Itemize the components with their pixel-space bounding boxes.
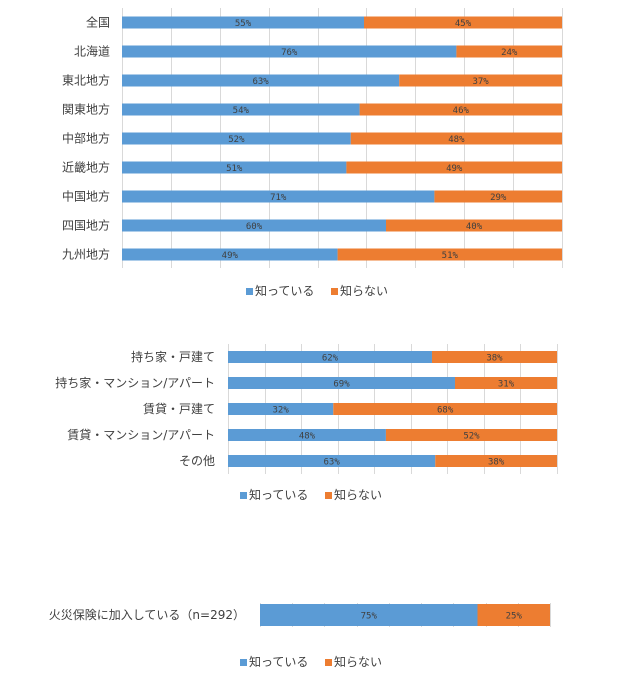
- data-label: 45%: [455, 19, 472, 29]
- data-label: 25%: [506, 612, 523, 622]
- data-label: 51%: [442, 251, 459, 261]
- region-chart: 全国 55% 45% 北海道 76% 24% 東北地方 63% 37% 関東地方 54% 46% 中部地…: [62, 8, 563, 298]
- data-label: 63%: [252, 77, 269, 87]
- category-label: 北海道: [74, 44, 110, 59]
- bar-known: [122, 16, 364, 29]
- category-label: 四国地方: [62, 218, 110, 233]
- data-label: 68%: [437, 406, 454, 416]
- bar-unknown: [346, 161, 562, 174]
- data-label: 51%: [226, 164, 243, 174]
- data-label: 62%: [322, 354, 339, 364]
- bar-unknown: [386, 219, 562, 232]
- category-label: 中部地方: [62, 131, 110, 146]
- bar-unknown: [333, 403, 557, 415]
- category-label: 火災保険に加入している（n=292）: [49, 608, 245, 622]
- data-label: 37%: [472, 77, 489, 87]
- legend-swatch-known: [246, 288, 253, 295]
- bar-unknown: [455, 377, 557, 389]
- category-label: 賃貸・戸建て: [143, 401, 215, 416]
- legend-label: 知っている: [255, 284, 314, 298]
- legend-label: 知らない: [334, 655, 382, 669]
- legend-swatch-unknown: [325, 659, 332, 666]
- legend-swatch-known: [240, 492, 247, 499]
- bar-known: [122, 132, 351, 145]
- data-label: 49%: [446, 164, 463, 174]
- data-label: 60%: [246, 222, 263, 232]
- data-label: 32%: [273, 406, 290, 416]
- data-label: 48%: [299, 432, 316, 442]
- bar-known: [122, 219, 386, 232]
- data-label: 48%: [448, 135, 465, 145]
- data-label: 24%: [501, 48, 518, 58]
- data-label: 29%: [490, 193, 507, 203]
- data-label: 54%: [233, 106, 250, 116]
- bar-known: [228, 377, 456, 389]
- fire-insurance-chart: 火災保険に加入している（n=292） 75% 25% 知っている 知らない: [49, 603, 551, 669]
- bar-unknown: [456, 45, 562, 58]
- data-label: 40%: [466, 222, 483, 232]
- legend-swatch-known: [240, 659, 247, 666]
- bar-known: [122, 161, 347, 174]
- bar-known: [260, 604, 478, 626]
- bar-known: [122, 45, 457, 58]
- category-label: 九州地方: [62, 247, 110, 262]
- bar-known: [122, 74, 400, 87]
- data-label: 38%: [486, 354, 503, 364]
- bar-unknown: [399, 74, 562, 87]
- bar-unknown: [337, 248, 562, 261]
- bar-unknown: [364, 16, 562, 29]
- bar-known: [122, 103, 360, 116]
- bar-unknown: [359, 103, 562, 116]
- bar-known: [228, 403, 334, 415]
- bar-known: [228, 429, 386, 441]
- legend-swatch-unknown: [325, 492, 332, 499]
- housing-chart: 持ち家・戸建て 62% 38% 持ち家・マンション/アパート 69% 31% 賃貸・戸建て 3…: [55, 344, 558, 502]
- data-label: 63%: [324, 458, 341, 468]
- bar-known: [228, 455, 436, 467]
- category-label: 全国: [86, 15, 110, 30]
- category-label: 東北地方: [62, 73, 110, 88]
- data-label: 75%: [361, 612, 378, 622]
- bar-unknown: [350, 132, 562, 145]
- bar-unknown: [385, 429, 557, 441]
- data-label: 49%: [222, 251, 239, 261]
- legend-label: 知らない: [334, 488, 382, 502]
- category-label: 中国地方: [62, 189, 110, 204]
- data-label: 46%: [453, 106, 470, 116]
- bar-unknown: [477, 604, 550, 626]
- category-label: その他: [179, 454, 215, 468]
- data-label: 52%: [463, 432, 480, 442]
- bar-unknown: [435, 455, 557, 467]
- bar-unknown: [431, 351, 557, 363]
- legend-label: 知っている: [249, 488, 308, 502]
- bar-known: [122, 190, 435, 203]
- category-label: 賃貸・マンション/アパート: [67, 427, 215, 442]
- legend-label: 知っている: [249, 655, 308, 669]
- category-label: 近畿地方: [62, 160, 110, 175]
- legend-swatch-unknown: [331, 288, 338, 295]
- data-label: 31%: [498, 380, 515, 390]
- data-label: 38%: [488, 458, 505, 468]
- data-label: 55%: [235, 19, 252, 29]
- data-label: 71%: [270, 193, 287, 203]
- category-label: 持ち家・戸建て: [131, 349, 215, 364]
- bar-known: [122, 248, 338, 261]
- legend-label: 知らない: [340, 284, 388, 298]
- category-label: 関東地方: [62, 102, 110, 117]
- category-label: 持ち家・マンション/アパート: [55, 375, 215, 390]
- data-label: 52%: [228, 135, 245, 145]
- data-label: 69%: [333, 380, 350, 390]
- data-label: 76%: [281, 48, 298, 58]
- bar-known: [228, 351, 432, 363]
- bar-unknown: [434, 190, 562, 203]
